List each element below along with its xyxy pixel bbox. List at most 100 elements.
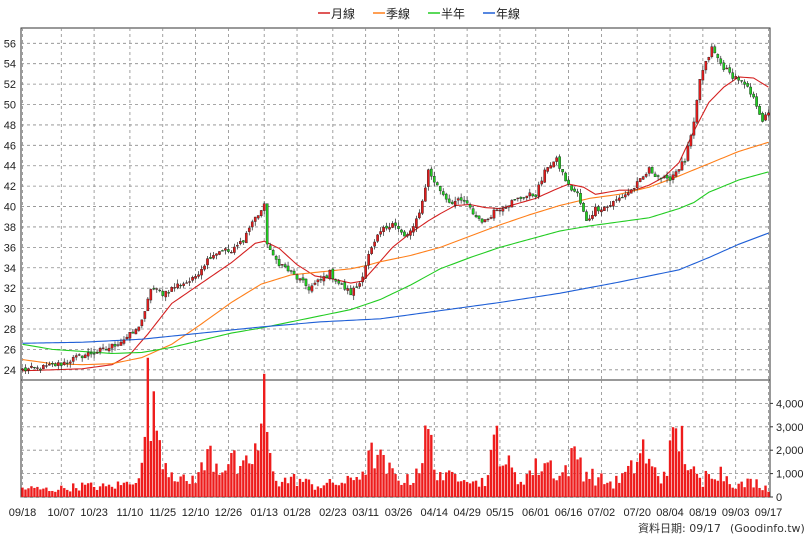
candle-body-152	[474, 215, 478, 218]
candle-body-164	[510, 200, 514, 208]
volume-bar-0	[21, 487, 24, 497]
candle-body-176	[546, 167, 550, 172]
volume-bar-128	[403, 482, 406, 497]
candle-body-198	[612, 201, 615, 207]
candle-body-42	[146, 298, 150, 312]
volume-bar-199	[615, 475, 618, 497]
legend-label-3: 年線	[496, 6, 520, 21]
candle-body-50	[170, 287, 174, 292]
volume-bar-153	[477, 486, 481, 497]
volume-bar-96	[307, 479, 311, 497]
volume-bar-51	[173, 481, 176, 497]
price-tick-6: 36	[4, 242, 16, 254]
volume-bar-186	[576, 459, 579, 497]
candle-body-115	[364, 265, 367, 279]
volume-bar-191	[591, 468, 594, 497]
candle-body-122	[385, 225, 388, 229]
price-tick-2: 28	[4, 324, 16, 336]
candle-body-190	[588, 218, 591, 221]
price-tick-9: 42	[4, 181, 16, 193]
date-tick-18: 07/20	[623, 507, 651, 519]
volume-bar-81	[263, 373, 266, 497]
candle-body-81	[262, 203, 266, 211]
volume-bar-113	[358, 479, 361, 497]
candle-body-234	[719, 58, 723, 64]
candle-body-179	[555, 157, 558, 162]
candle-body-97	[310, 285, 314, 292]
volume-bar-209	[644, 463, 648, 497]
date-axis: 09/18 10/07 10/23 11/10 11/25 12/10 12/26 01/13…	[9, 507, 783, 519]
candle-body-37	[131, 331, 135, 334]
candle-body-191	[591, 215, 594, 219]
volume-bar-99	[316, 486, 320, 497]
volume-bar-230	[707, 474, 711, 497]
candle-body-60	[200, 269, 203, 276]
volume-bar-31	[113, 488, 117, 497]
candle-body-90	[289, 270, 293, 272]
date-tick-2: 10/23	[80, 507, 108, 519]
candle-body-89	[286, 265, 290, 272]
candle-body-219	[674, 171, 678, 177]
volume-bar-152	[474, 480, 478, 497]
volume-bar-192	[594, 485, 597, 497]
date-tick-17: 07/02	[588, 507, 616, 519]
candle-body-207	[638, 178, 642, 182]
volume-bar-132	[415, 468, 418, 497]
volume-bar-136	[427, 429, 430, 497]
date-tick-6: 12/26	[215, 507, 243, 519]
volume-bar-66	[218, 474, 221, 497]
volume-bar-126	[397, 480, 400, 497]
volume-bar-60	[200, 462, 203, 497]
volume-bar-71	[233, 450, 236, 497]
candle-body-210	[647, 167, 651, 174]
candle-body-214	[659, 177, 663, 180]
volume-bar-67	[221, 472, 224, 497]
volume-bar-6	[39, 489, 42, 497]
candle-body-72	[236, 244, 239, 247]
volume-bar-140	[439, 472, 442, 497]
candle-body-111	[352, 287, 356, 296]
volume-bar-221	[680, 425, 684, 497]
candle-body-52	[176, 283, 179, 289]
candle-body-80	[259, 210, 263, 217]
date-tick-14: 05/15	[486, 507, 514, 519]
volume-bar-148	[462, 480, 466, 497]
volume-bar-218	[671, 427, 675, 497]
volume-bar-82	[265, 431, 269, 497]
volume-bar-75	[245, 455, 248, 497]
candle-body-91	[292, 270, 296, 275]
candle-body-243	[746, 83, 749, 87]
candle-body-119	[376, 234, 379, 242]
candle-body-83	[268, 245, 272, 250]
candle-body-46	[158, 289, 162, 292]
volume-tick-3: 3,000	[776, 422, 804, 434]
volume-bar-161	[501, 465, 505, 497]
volume-bar-189	[585, 471, 588, 497]
candle-body-212	[653, 173, 657, 177]
candle-body-133	[418, 212, 421, 219]
volume-bar-15	[66, 489, 69, 497]
volume-bar-169	[525, 474, 528, 497]
candle-body-54	[182, 283, 185, 286]
volume-bar-14	[63, 488, 66, 497]
volume-bar-69	[227, 464, 230, 497]
price-tick-12: 48	[4, 120, 16, 132]
date-tick-21: 09/03	[722, 507, 750, 519]
volume-bar-206	[636, 461, 639, 497]
candle-body-162	[504, 207, 508, 209]
volume-bar-226	[695, 473, 699, 497]
candle-body-184	[570, 185, 573, 191]
volume-bar-115	[364, 474, 367, 497]
volume-bar-94	[301, 481, 305, 497]
volume-bar-143	[448, 470, 451, 497]
price-tick-3: 30	[4, 304, 16, 316]
volume-bar-225	[692, 466, 696, 497]
volume-bar-34	[122, 482, 126, 497]
candle-body-171	[531, 193, 535, 197]
volume-bar-21	[83, 484, 87, 497]
candle-body-166	[516, 197, 520, 199]
volume-bar-109	[346, 475, 349, 497]
candle-body-249	[764, 114, 767, 121]
candle-body-181	[561, 169, 564, 173]
volume-bar-110	[349, 477, 352, 497]
